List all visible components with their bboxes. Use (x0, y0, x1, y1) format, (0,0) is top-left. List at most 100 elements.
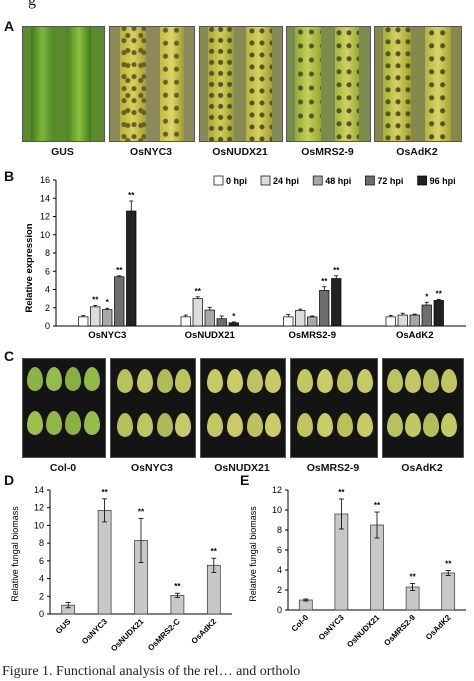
panel-e-significance: ** (409, 573, 416, 582)
panel-b-bar (102, 309, 113, 327)
panel-d-ytick-label: 10 (34, 520, 44, 530)
panel-b-legend-label: 24 hpi (273, 176, 299, 186)
panel-b-ytick-label: 10 (40, 230, 50, 240)
panel-d-chart: Relative fungal biomass 0 2 4 6 8 10 12 14 GUS Os… (10, 485, 232, 653)
panel-e-ytick-label: 8 (277, 525, 282, 535)
panel-d-category-label: OsNUDX21 (109, 617, 146, 654)
panel-b-legend: 0 hpi 24 hpi 48 hpi 72 hpi 96 hpi (213, 175, 456, 186)
arabidopsis-photo-osmrs2-9 (290, 358, 378, 458)
panel-d-significance: ** (138, 507, 145, 516)
panel-b-significance: * (232, 312, 236, 321)
panel-b-bar (397, 314, 408, 327)
panel-b-bar (180, 316, 191, 327)
top-text-fragment: g (28, 0, 36, 9)
panel-b-significance: ** (321, 277, 328, 286)
panel-e-label: E (240, 472, 250, 488)
panel-d-bar (170, 595, 185, 615)
panel-c-label: C (4, 348, 15, 364)
panel-b-significance: * (106, 298, 110, 307)
panel-a-caption-1: GUS (51, 146, 74, 158)
panel-c-caption-3: OsNUDX21 (214, 462, 270, 474)
panel-d-bars: ** ** ** ** (61, 488, 221, 615)
panel-b-category-label: OsAdK2 (396, 330, 433, 341)
panel-b-ytick-label: 2 (45, 303, 50, 313)
panel-b-bar (331, 278, 342, 327)
leaf-photo-osmrs2-9 (286, 26, 371, 142)
panel-b-label: B (4, 168, 15, 184)
panel-d-category-label: OsNYC3 (80, 617, 109, 646)
arabidopsis-photo-osadk2 (382, 358, 464, 458)
panel-e-chart: Relative fungal biomass 0 2 4 6 8 10 12 Col-0 Os… (248, 485, 466, 649)
panel-b-chart: Relative expression 0 hpi 24 hpi 48 hpi 72 … (24, 175, 466, 341)
panel-b-significance: ** (436, 290, 443, 299)
panel-b-ytick-label: 12 (40, 212, 50, 222)
panel-b-legend-label: 96 hpi (430, 176, 456, 186)
panel-a-caption-2: OsNYC3 (129, 146, 172, 158)
panel-b-bar (307, 316, 318, 327)
leaf-photo-osnudx21 (199, 26, 283, 142)
panel-d-ytick-label: 8 (39, 538, 44, 548)
panel-e-ytick-label: 12 (272, 485, 282, 495)
panel-e-ytick-label: 4 (277, 565, 282, 575)
panel-b-bar (216, 318, 227, 327)
panel-c-caption-2: OsNYC3 (130, 462, 173, 474)
panel-d-significance: ** (174, 582, 181, 591)
panel-b-ytick-label: 4 (45, 285, 50, 295)
panel-b-legend-label: 0 hpi (226, 176, 247, 186)
panel-e-ylabel: Relative fungal biomass (248, 506, 258, 602)
panel-b-legend-swatch (365, 175, 375, 186)
panel-e-category-label: OsNYC3 (317, 613, 346, 642)
panel-d-category-label: OsAdK2 (190, 617, 219, 646)
panel-b-ytick-label: 16 (40, 175, 50, 185)
panel-b-legend-swatch (260, 175, 271, 186)
figure-caption-fragment: Figure 1. Functional analysis of the rel… (2, 664, 301, 679)
panel-e-significance: ** (445, 560, 452, 569)
leaf-photo-osadk2 (374, 26, 462, 142)
panel-d-ytick-label: 12 (34, 503, 44, 513)
panel-d-significance: ** (211, 547, 218, 556)
leaf-photo-osnyc3 (109, 26, 195, 142)
panel-c-caption-4: OsMRS2-9 (306, 462, 360, 474)
panel-b-bar (295, 310, 306, 327)
arabidopsis-photo-osnyc3 (110, 358, 196, 458)
panel-b-bar (78, 316, 89, 327)
panel-b-bar (409, 314, 420, 327)
panel-b-bar (126, 210, 137, 327)
panel-b-bar (192, 298, 203, 327)
panel-e-category-label: OsNUDX21 (345, 613, 382, 650)
panel-b-bar (90, 306, 101, 327)
panel-b-significance: ** (116, 266, 123, 275)
panel-b-bar (421, 304, 432, 327)
panel-a-caption-3: OsNUDX21 (212, 146, 268, 158)
panel-e-axes: 0 2 4 6 8 10 12 Col-0 OsNYC3 OsNUDX21 OsMRS2-9 OsAd… (272, 485, 466, 649)
panel-b-significance: ** (195, 287, 202, 296)
panel-b-category-label: OsMRS2-9 (288, 330, 336, 341)
panel-d-ytick-label: 14 (34, 485, 44, 495)
panel-b-bar (433, 300, 444, 327)
panel-b-bar (385, 316, 396, 327)
panel-b-significance: ** (92, 295, 99, 304)
panel-b-significance: ** (128, 191, 135, 200)
arabidopsis-photo-col-0 (22, 358, 106, 458)
panel-b-significance: ** (333, 266, 340, 275)
panel-b-bar (114, 276, 125, 327)
panel-e-category-label: Col-0 (290, 613, 311, 634)
panel-a-caption-5: OsAdK2 (396, 146, 438, 158)
panel-d-bar (97, 510, 112, 615)
panel-b-bar (228, 322, 239, 327)
panel-d-ytick-label: 6 (39, 556, 44, 566)
panel-b-bar (283, 316, 294, 327)
panel-d-label: D (4, 472, 15, 488)
panel-e-significance: ** (374, 501, 381, 510)
panel-d-axes: 0 2 4 6 8 10 12 14 GUS OsNYC3 OsNUDX21 OsMRS2-C OsAd… (34, 485, 232, 653)
panel-e-ytick-label: 6 (277, 545, 282, 555)
panel-e-ytick-label: 10 (272, 505, 282, 515)
panel-b-bars: ** ************* ** (78, 191, 444, 327)
panel-b-significance: * (425, 292, 429, 301)
panel-b-category-label: OsNYC3 (88, 330, 126, 341)
panel-d-ytick-label: 2 (39, 591, 44, 601)
panel-b-legend-swatch (213, 175, 224, 186)
panel-b-bar (319, 290, 330, 327)
panel-b-bar (204, 309, 215, 327)
panel-e-ytick-label: 2 (277, 585, 282, 595)
